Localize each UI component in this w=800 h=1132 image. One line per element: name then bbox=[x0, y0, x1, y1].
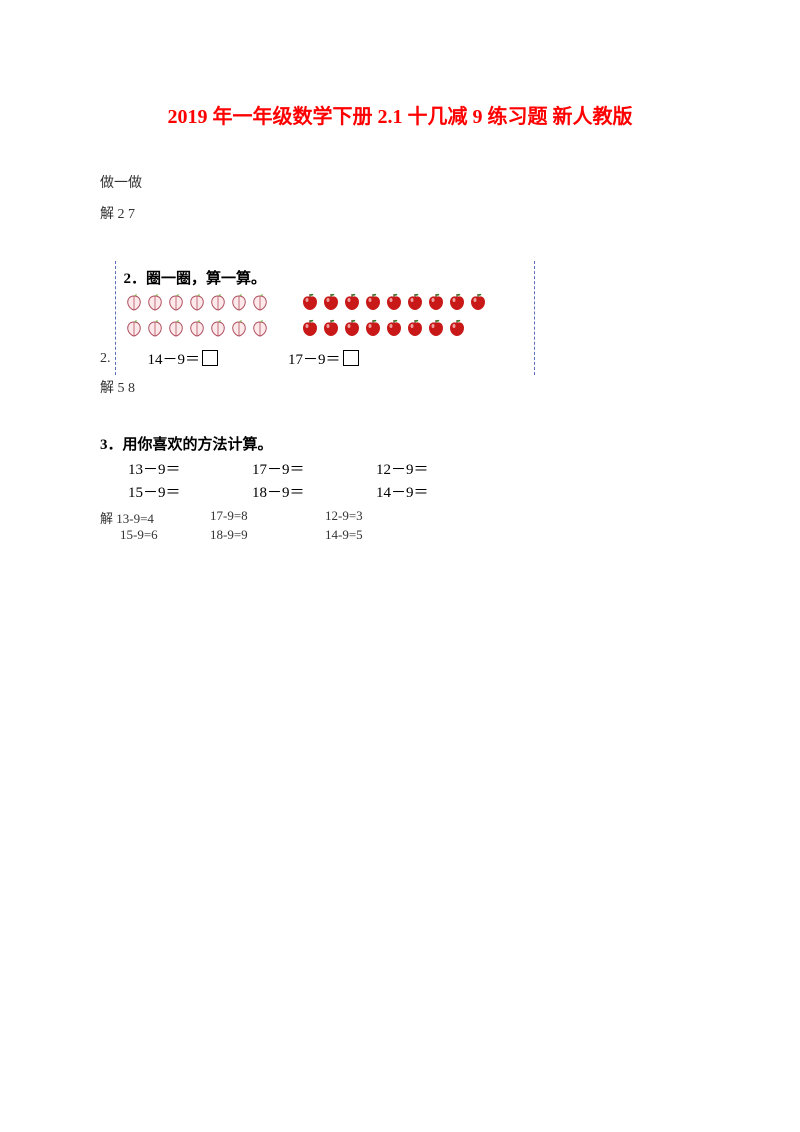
apple-icon bbox=[321, 292, 341, 312]
apple-icon bbox=[300, 292, 320, 312]
peach-icon bbox=[208, 318, 228, 338]
apple-icon bbox=[468, 292, 488, 312]
eq-cell: 18－9＝ bbox=[252, 481, 332, 502]
apple-icon bbox=[342, 292, 362, 312]
ans-label: 解 13-9=4 bbox=[100, 508, 170, 527]
ans-cell: 18-9=9 bbox=[210, 527, 285, 543]
apple-icon bbox=[447, 318, 467, 338]
apple-icon bbox=[363, 318, 383, 338]
peach-group bbox=[124, 292, 270, 344]
peach-icon bbox=[187, 292, 207, 312]
ans-cell: 17-9=8 bbox=[210, 508, 285, 527]
do-label: 做一做 bbox=[100, 169, 700, 200]
peach-icon bbox=[166, 292, 186, 312]
eq-cell: 12－9＝ bbox=[376, 458, 456, 479]
q2-index: 2. bbox=[100, 351, 111, 375]
peach-icon bbox=[229, 318, 249, 338]
apple-group bbox=[300, 292, 488, 344]
eq-text: 14－9＝ bbox=[148, 348, 201, 369]
apple-icon bbox=[384, 292, 404, 312]
apple-icon bbox=[300, 318, 320, 338]
question-2: 2. 2．圈一圈，算一算。 bbox=[100, 261, 700, 375]
eq-cell: 17－9＝ bbox=[252, 458, 332, 479]
q3-answers: 解 13-9=4 17-9=8 12-9=3 15-9=6 18-9=9 14-… bbox=[100, 508, 700, 543]
apple-icon bbox=[426, 318, 446, 338]
q3-title: 3．用你喜欢的方法计算。 bbox=[100, 433, 700, 454]
q3-equations: 13－9＝ 17－9＝ 12－9＝ 15－9＝ 18－9＝ 14－9＝ bbox=[100, 458, 700, 502]
peach-icon bbox=[145, 292, 165, 312]
peach-icon bbox=[250, 318, 270, 338]
eq-text: 17－9＝ bbox=[288, 348, 341, 369]
eq-17-9: 17－9＝ bbox=[288, 348, 359, 369]
q2-panel: 2．圈一圈，算一算。 bbox=[115, 261, 535, 375]
peach-icon bbox=[250, 292, 270, 312]
eq-cell: 15－9＝ bbox=[128, 481, 208, 502]
peach-icon bbox=[124, 292, 144, 312]
apple-icon bbox=[426, 292, 446, 312]
worksheet-page: 2019 年一年级数学下册 2.1 十几减 9 练习题 新人教版 做一做 解 2… bbox=[0, 0, 800, 1132]
ans-cell: 12-9=3 bbox=[325, 508, 400, 527]
peach-icon bbox=[187, 318, 207, 338]
apple-icon bbox=[363, 292, 383, 312]
apple-icon bbox=[384, 318, 404, 338]
eq-cell: 14－9＝ bbox=[376, 481, 456, 502]
answer-box bbox=[343, 350, 359, 366]
q2-equations: 14－9＝ 17－9＝ bbox=[124, 348, 522, 369]
peach-icon bbox=[124, 318, 144, 338]
eq-cell: 13－9＝ bbox=[128, 458, 208, 479]
apple-icon bbox=[321, 318, 341, 338]
apple-icon bbox=[405, 318, 425, 338]
fruit-area bbox=[124, 292, 522, 344]
peach-icon bbox=[208, 292, 228, 312]
ans-cell: 15-9=6 bbox=[100, 527, 170, 543]
answer-box bbox=[202, 350, 218, 366]
answer-1: 解 2 7 bbox=[100, 200, 700, 231]
ans-cell: 14-9=5 bbox=[325, 527, 400, 543]
question-3: 3．用你喜欢的方法计算。 13－9＝ 17－9＝ 12－9＝ 15－9＝ 18－… bbox=[100, 433, 700, 543]
eq-14-9: 14－9＝ bbox=[148, 348, 219, 369]
apple-icon bbox=[405, 292, 425, 312]
q2-answer: 解 5 8 bbox=[100, 377, 700, 397]
page-title: 2019 年一年级数学下册 2.1 十几减 9 练习题 新人教版 bbox=[100, 100, 700, 129]
peach-icon bbox=[166, 318, 186, 338]
peach-icon bbox=[229, 292, 249, 312]
q2-title: 2．圈一圈，算一算。 bbox=[124, 267, 522, 288]
peach-icon bbox=[145, 318, 165, 338]
apple-icon bbox=[342, 318, 362, 338]
apple-icon bbox=[447, 292, 467, 312]
